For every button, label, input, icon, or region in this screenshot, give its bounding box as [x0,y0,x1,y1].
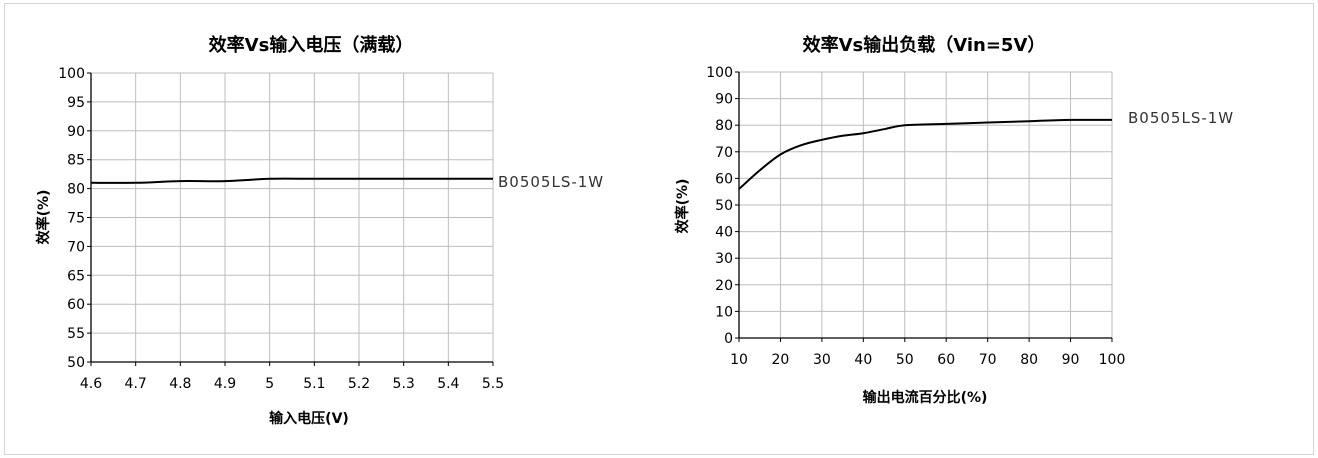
chart2-axes [735,71,1113,342]
figure-frame [4,3,1314,455]
chart2-grid [739,71,1113,338]
c1-y-tick-label: 55 [67,326,85,342]
c1-y-tick-label: 100 [58,66,85,82]
c1-y-tick-label: 50 [67,355,85,371]
c1-x-tick-label: 4.8 [169,376,191,392]
c2-y-tick-label: 10 [715,304,733,320]
c2-series-line-0 [738,118,1113,190]
chart2-y-axis-label: 效率(%) [674,179,691,234]
c2-x-tick-label: 100 [1099,352,1126,368]
chart1-y-ticks: 100 95 90 85 80 75 70 65 60 55 50 [58,66,85,371]
c1-x-tick-label: 5 [265,376,274,392]
c2-y-tick-label: 50 [715,198,733,214]
chart2-x-ticks: 10 20 30 40 50 60 70 80 90 100 [730,352,1125,368]
c2-y-tick-label: 30 [715,251,733,267]
c2-y-tick-label: 0 [724,331,733,347]
c2-x-tick-label: 90 [1062,352,1080,368]
chart-efficiency-vs-output-load: 效率Vs输出负载（Vin=5V） 1009080706050403020100 … [674,34,1234,406]
c1-series-line-0 [90,177,493,184]
c1-x-tick-label: 5.4 [437,376,459,392]
chart1-x-axis-label: 输入电压(V) [269,410,349,427]
c1-x-tick-label: 5.3 [393,376,415,392]
c1-y-tick-label: 90 [67,124,85,140]
c2-x-tick-label: 80 [1020,352,1038,368]
c1-y-tick-label: 80 [67,182,85,198]
c1-y-tick-label: 85 [67,153,85,169]
c2-x-tick-label: 10 [730,352,748,368]
c2-y-tick-label: 70 [715,145,733,161]
c1-y-tick-label: 70 [67,239,85,255]
c2-x-tick-label: 50 [896,352,914,368]
chart1-axes [87,72,494,366]
c1-y-tick-label: 60 [67,297,85,313]
c2-y-tick-label: 20 [715,278,733,294]
chart1-series-label: B0505LS-1W [498,173,604,191]
c2-y-tick-label: 100 [706,65,733,81]
c2-y-tick-label: 90 [715,92,733,108]
c1-x-tick-label: 5.5 [482,376,504,392]
c1-x-tick-label: 4.7 [125,376,147,392]
c1-x-tick-label: 4.6 [80,376,102,392]
c1-x-tick-label: 5.1 [303,376,325,392]
chart-efficiency-vs-input-voltage: 效率Vs输入电压（满载） 100 95 90 85 80 75 70 65 60 55 50 4.6… [35,34,604,427]
c1-y-tick-label: 75 [67,211,85,227]
chart2-title: 效率Vs输出负载（Vin=5V） [803,34,1046,56]
chart1-grid [91,72,494,362]
chart2-series-label: B0505LS-1W [1128,109,1234,127]
c2-x-tick-label: 40 [854,352,872,368]
c2-x-tick-label: 30 [813,352,831,368]
c2-x-tick-label: 70 [979,352,997,368]
c1-y-tick-label: 95 [67,95,85,111]
chart2-x-axis-label: 输出电流百分比(%) [863,389,988,406]
c2-x-tick-label: 60 [937,352,955,368]
chart1-x-ticks: 4.6 4.7 4.8 4.9 5 5.1 5.2 5.3 5.4 5.5 [80,376,504,392]
chart1-title: 效率Vs输入电压（满载） [209,34,414,56]
chart1-series [90,177,493,184]
c2-y-tick-label: 40 [715,225,733,241]
chart2-series [738,118,1113,190]
c2-y-tick-label: 60 [715,171,733,187]
c1-y-tick-label: 65 [67,268,85,284]
c1-x-tick-label: 5.2 [348,376,370,392]
c2-x-tick-label: 20 [772,352,790,368]
c1-x-tick-label: 4.9 [214,376,236,392]
c2-y-tick-label: 80 [715,118,733,134]
chart1-y-axis-label: 效率(%) [35,190,52,245]
